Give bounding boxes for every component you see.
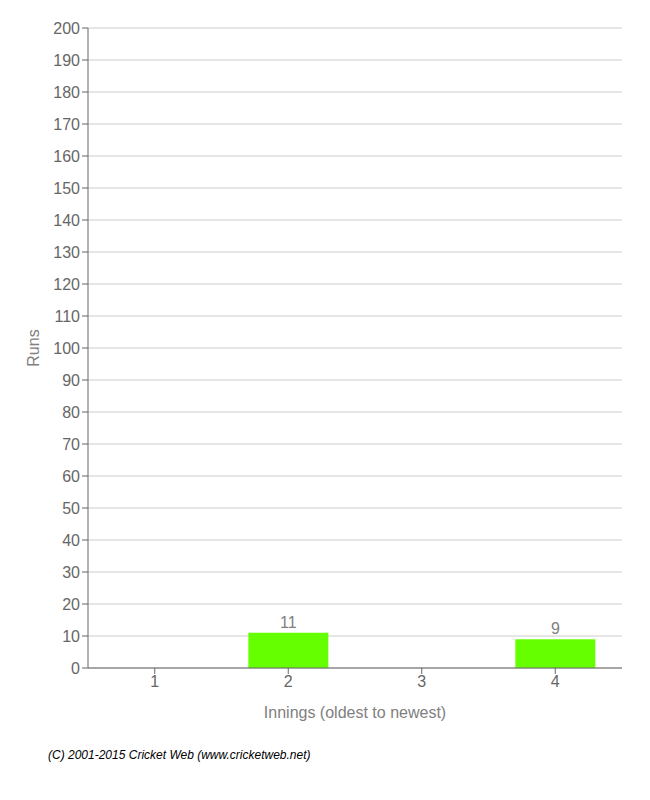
- svg-text:Innings (oldest to newest): Innings (oldest to newest): [264, 704, 446, 721]
- svg-text:3: 3: [417, 673, 426, 690]
- svg-text:1: 1: [150, 673, 159, 690]
- svg-text:90: 90: [62, 372, 80, 389]
- svg-text:0: 0: [71, 660, 80, 677]
- svg-text:120: 120: [53, 276, 80, 293]
- html-text:(C) 2001-2015 Cricket Web (www: (C) 2001-2015 Cricket Web (www.cricketwe…: [48, 748, 311, 762]
- svg-text:170: 170: [53, 116, 80, 133]
- svg-text:20: 20: [62, 596, 80, 613]
- svg-text:100: 100: [53, 340, 80, 357]
- svg-text:160: 160: [53, 148, 80, 165]
- svg-text:60: 60: [62, 468, 80, 485]
- svg-text:2: 2: [284, 673, 293, 690]
- svg-text:9: 9: [551, 620, 560, 637]
- svg-text:180: 180: [53, 84, 80, 101]
- svg-text:150: 150: [53, 180, 80, 197]
- svg-text:11: 11: [280, 614, 297, 631]
- svg-text:190: 190: [53, 52, 80, 69]
- svg-text:80: 80: [62, 404, 80, 421]
- svg-text:40: 40: [62, 532, 80, 549]
- svg-text:70: 70: [62, 436, 80, 453]
- svg-text:200: 200: [53, 20, 80, 37]
- svg-text:10: 10: [62, 628, 80, 645]
- svg-text:4: 4: [551, 673, 560, 690]
- svg-text:Runs: Runs: [25, 329, 42, 366]
- svg-text:110: 110: [54, 308, 80, 325]
- svg-text:50: 50: [62, 500, 80, 517]
- svg-text:140: 140: [53, 212, 80, 229]
- svg-text:130: 130: [53, 244, 80, 261]
- svg-text:30: 30: [62, 564, 80, 581]
